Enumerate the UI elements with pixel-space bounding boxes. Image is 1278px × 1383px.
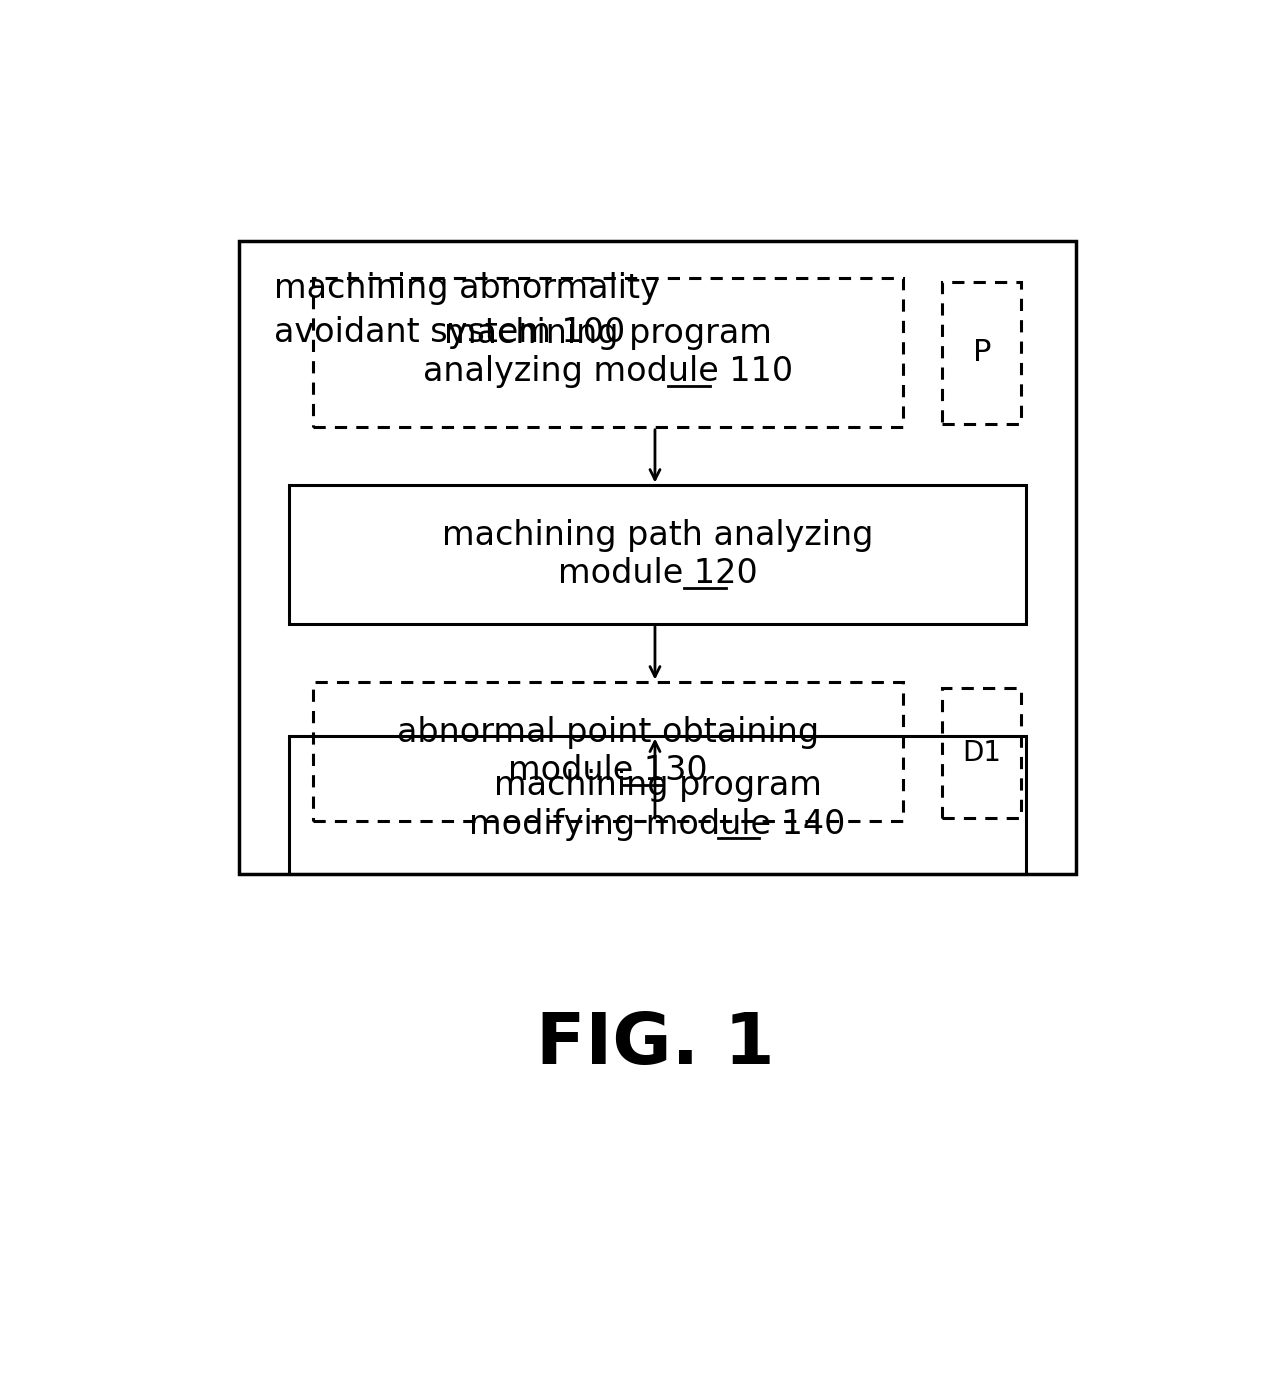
Text: abnormal point obtaining
module 130: abnormal point obtaining module 130 [397, 716, 819, 787]
Bar [942, 687, 1021, 817]
Bar [942, 282, 1021, 423]
Bar [289, 736, 1026, 874]
Text: FIG. 1: FIG. 1 [535, 1010, 774, 1079]
Text: P: P [973, 339, 990, 368]
Bar [289, 485, 1026, 624]
Bar [313, 682, 902, 822]
Bar [239, 241, 1076, 874]
Text: D1: D1 [962, 739, 1002, 766]
Text: machining path analyzing
module 120: machining path analyzing module 120 [442, 519, 873, 591]
Text: machining abnormality
avoidant system 100: machining abnormality avoidant system 10… [273, 272, 659, 349]
Bar [313, 278, 902, 427]
Text: machining program
analyzing module 110: machining program analyzing module 110 [423, 317, 792, 387]
Text: machining program
modifying module 140: machining program modifying module 140 [469, 769, 846, 841]
